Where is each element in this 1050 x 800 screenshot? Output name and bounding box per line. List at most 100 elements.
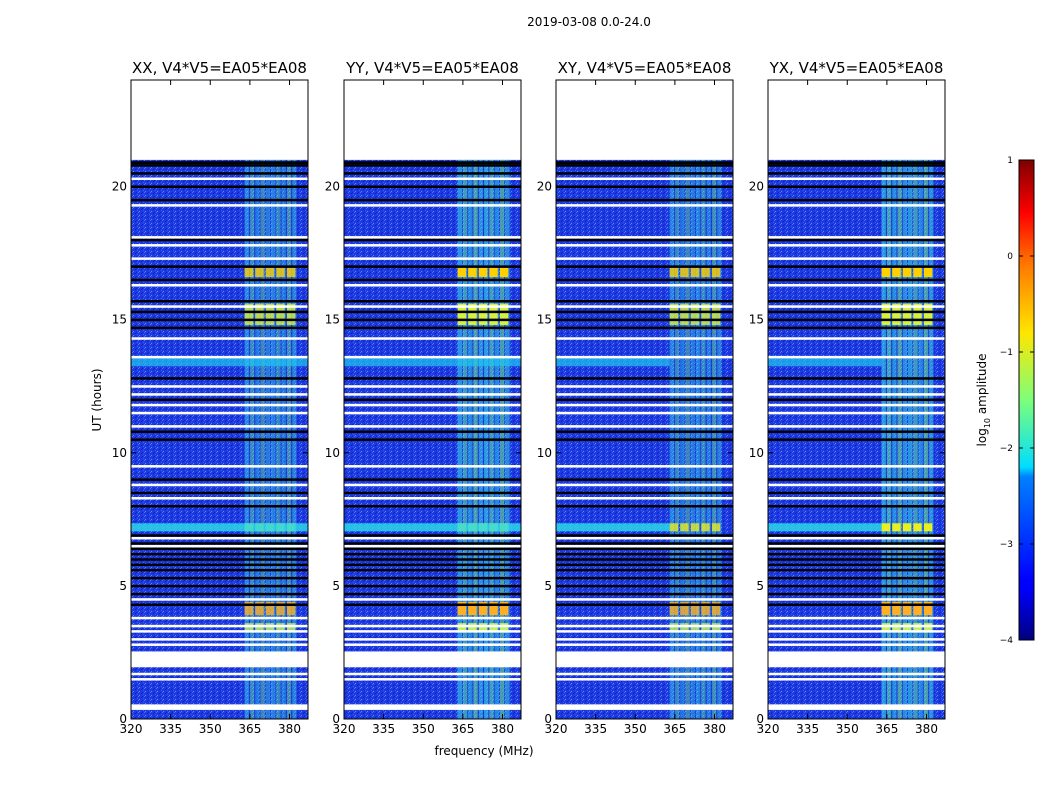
dark-row [344,547,521,551]
flagged-row [556,204,733,207]
colorbar-tick-label: −1 [1000,348,1013,358]
dark-row [344,576,521,580]
rfi-hot-spot [690,601,700,616]
flagged-row [556,544,733,548]
rfi-hot-spot [669,303,679,325]
dark-row [768,318,945,322]
y-tick-label: 20 [325,180,340,194]
flagged-row [344,678,521,681]
flagged-row [344,411,521,415]
flagged-row [556,236,733,239]
dark-row [556,265,733,268]
x-tick-label: 320 [333,722,356,736]
flagged-row [556,393,733,396]
flagged-row [344,497,521,500]
flagged-row [344,664,521,668]
flagged-row [556,257,733,260]
rfi-hot-spot [680,523,689,532]
dark-row [131,547,308,551]
x-tick-label: 350 [199,722,222,736]
dark-row [768,478,945,481]
dark-row [556,542,733,545]
rfi-hot-spot [499,267,509,278]
panel-title: YX, V4*V5=EA05*EA08 [769,59,944,77]
rfi-hot-spot [923,601,933,616]
flagged-row [131,497,308,500]
dark-row [768,198,945,202]
flagged-row [131,385,308,388]
rfi-hot-spot [902,267,912,278]
flagged-row [344,385,521,388]
rfi-hot-spot [276,303,285,325]
flagged-row [768,643,945,646]
x-tick-label: 365 [451,722,474,736]
flagged-row [768,544,945,548]
rfi-hot-spot [286,267,296,278]
flagged-row [556,305,733,308]
dark-row [768,534,945,537]
dark-row [556,299,733,303]
rfi-hot-spot [690,523,700,532]
flagged-row [556,678,733,681]
dark-row [768,558,945,561]
y-tick-label: 20 [749,180,764,194]
flagged-row [768,355,945,359]
dark-row [768,552,945,556]
rfi-hot-spot [265,267,275,278]
rfi-hot-spot [457,303,467,325]
rfi-hot-spot [255,303,264,325]
flagged-row [344,305,521,308]
dark-row [344,542,521,545]
flagged-row [344,393,521,396]
dark-row [768,491,945,495]
broadband-rfi [344,358,521,367]
flagged-row [344,403,521,407]
flagged-row [556,616,733,620]
rfi-hot-spot [468,267,477,278]
flagged-row [131,643,308,646]
flagged-row [556,355,733,359]
rfi-hot-spot [913,267,922,278]
flagged-row [556,638,733,641]
flagged-row [556,337,733,340]
dark-row [344,568,521,572]
dark-row [344,592,521,596]
rfi-hot-spot [489,601,498,616]
flagged-row [768,624,945,628]
flagged-row [768,403,945,407]
dark-row [131,185,308,188]
x-tick-label: 365 [875,722,898,736]
flagged-row [344,337,521,340]
panel-frame [130,79,309,720]
rfi-hot-spot [701,601,710,616]
rfi-hot-spot [669,523,679,532]
rfi-hot-spot [244,601,254,616]
dark-row [556,172,733,175]
data-top-edge [131,161,308,165]
flagged-block [344,704,521,710]
dark-row [556,377,733,380]
y-tick-label: 5 [332,579,340,593]
dark-row [344,563,521,567]
flagged-row [768,536,945,540]
dark-row [131,238,308,242]
rfi-hot-spot [881,601,891,616]
x-tick-label: 365 [238,722,261,736]
y-tick-label: 5 [119,579,127,593]
dark-row [131,552,308,556]
flagged-row [131,305,308,308]
dark-row [131,491,308,495]
flagged-row [344,598,521,601]
flagged-row [556,465,733,468]
rfi-hot-spot [902,523,912,532]
broadband-rfi [768,358,882,367]
flagged-row [344,355,521,359]
y-tick-label: 5 [544,579,552,593]
flagged-row [344,483,521,487]
flagged-row [131,616,308,620]
y-axis-label: UT (hours) [90,368,104,431]
rfi-hot-spot [881,267,891,278]
flagged-row [768,177,945,181]
flagged-row [344,643,521,646]
rfi-hot-spot [923,523,933,532]
